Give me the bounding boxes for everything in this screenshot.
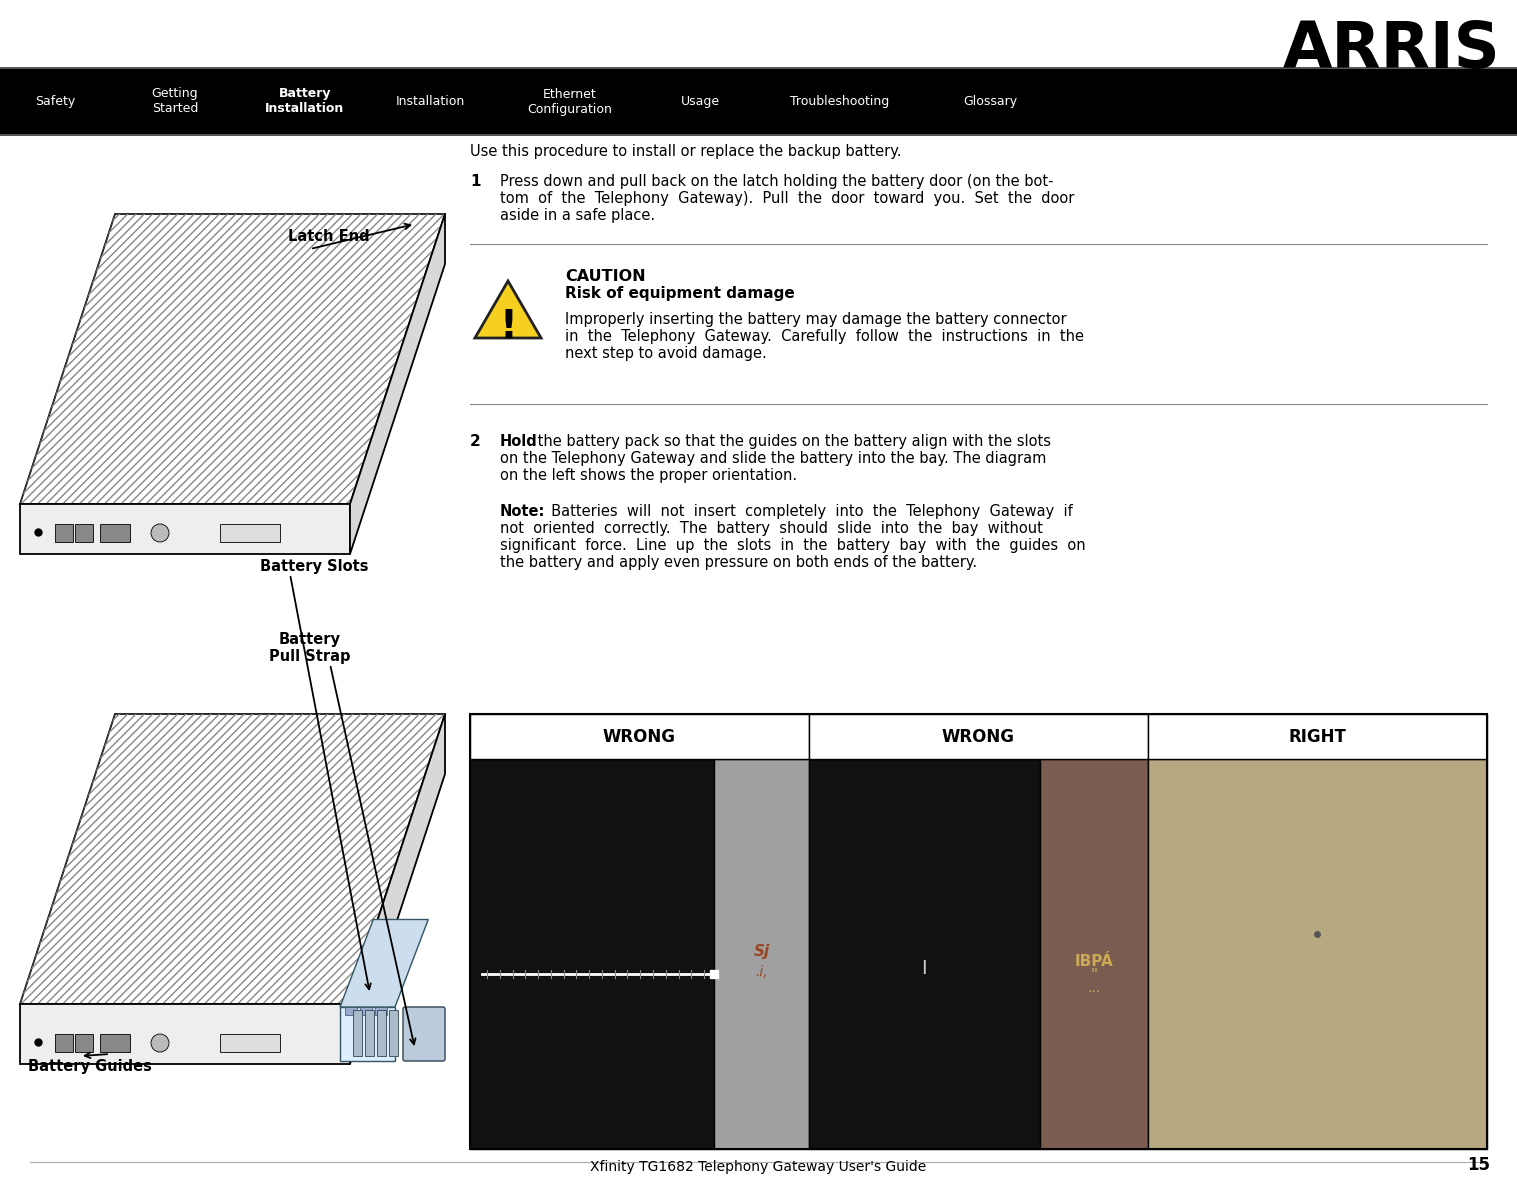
- Text: 2: 2: [470, 433, 481, 449]
- Text: Xfinity TG1682 Telephony Gateway User's Guide: Xfinity TG1682 Telephony Gateway User's …: [590, 1159, 925, 1174]
- Bar: [220, 524, 281, 542]
- Polygon shape: [20, 714, 444, 1004]
- Bar: [470, 714, 1487, 1149]
- Text: Battery
Installation: Battery Installation: [265, 88, 344, 116]
- Text: Safety: Safety: [35, 95, 76, 108]
- Text: I: I: [921, 960, 927, 978]
- Polygon shape: [20, 504, 350, 554]
- Text: ...: ...: [1088, 981, 1100, 996]
- Bar: [344, 1007, 356, 1015]
- Bar: [1148, 714, 1487, 759]
- Text: aside in a safe place.: aside in a safe place.: [501, 208, 655, 223]
- Bar: [375, 1007, 387, 1015]
- Text: 15: 15: [1467, 1156, 1490, 1174]
- Polygon shape: [350, 214, 444, 554]
- Bar: [74, 524, 93, 542]
- Text: CAUTION: CAUTION: [564, 268, 646, 284]
- Text: Hold: Hold: [501, 433, 537, 449]
- Text: Note:: Note:: [501, 504, 546, 519]
- Text: WRONG: WRONG: [602, 727, 677, 745]
- Polygon shape: [20, 214, 444, 504]
- Text: Battery
Pull Strap: Battery Pull Strap: [269, 632, 350, 663]
- Text: RIGHT: RIGHT: [1288, 727, 1347, 745]
- Text: Battery Slots: Battery Slots: [259, 559, 369, 574]
- Polygon shape: [350, 714, 444, 1064]
- Bar: [470, 714, 809, 759]
- Text: Battery Guides: Battery Guides: [27, 1060, 152, 1074]
- Text: in  the  Telephony  Gateway.  Carefully  follow  the  instructions  in  the: in the Telephony Gateway. Carefully foll…: [564, 329, 1085, 344]
- Bar: [55, 1034, 73, 1052]
- Bar: [220, 1034, 281, 1052]
- Text: Extended Battery Installation and Replacement: Extended Battery Installation and Replac…: [470, 104, 1142, 128]
- Text: the battery pack so that the guides on the battery align with the slots: the battery pack so that the guides on t…: [532, 433, 1051, 449]
- Text: !: !: [499, 308, 517, 346]
- Text: Batteries  will  not  insert  completely  into  the  Telephony  Gateway  if: Batteries will not insert completely int…: [542, 504, 1073, 519]
- Text: 1: 1: [470, 175, 481, 189]
- Text: Risk of equipment damage: Risk of equipment damage: [564, 287, 795, 301]
- Bar: [1039, 759, 1148, 1149]
- Text: next step to avoid damage.: next step to avoid damage.: [564, 346, 766, 361]
- Text: on the Telephony Gateway and slide the battery into the bay. The diagram: on the Telephony Gateway and slide the b…: [501, 452, 1047, 466]
- Text: Ethernet
Configuration: Ethernet Configuration: [528, 88, 613, 116]
- Bar: [378, 1010, 385, 1056]
- Text: tom  of  the  Telephony  Gateway).  Pull  the  door  toward  you.  Set  the  doo: tom of the Telephony Gateway). Pull the …: [501, 191, 1074, 206]
- Text: ARRIS: ARRIS: [1282, 19, 1500, 81]
- Text: on the left shows the proper orientation.: on the left shows the proper orientation…: [501, 468, 796, 483]
- Text: Press down and pull back on the latch holding the battery door (on the bot-: Press down and pull back on the latch ho…: [501, 175, 1053, 189]
- Bar: [1148, 759, 1487, 1149]
- Bar: [0, 134, 1517, 136]
- Text: IBPÁ: IBPÁ: [1074, 954, 1113, 969]
- FancyBboxPatch shape: [404, 1007, 444, 1061]
- Bar: [470, 759, 715, 1149]
- Bar: [340, 1007, 394, 1061]
- Circle shape: [152, 1034, 168, 1052]
- Text: not  oriented  correctly.  The  battery  should  slide  into  the  bay  without: not oriented correctly. The battery shou…: [501, 521, 1042, 536]
- Bar: [809, 714, 1148, 759]
- Text: ": ": [1091, 968, 1097, 982]
- Bar: [366, 1010, 375, 1056]
- Text: Installation: Installation: [396, 95, 464, 108]
- Polygon shape: [475, 281, 542, 338]
- Text: Glossary: Glossary: [963, 95, 1016, 108]
- Circle shape: [152, 524, 168, 542]
- Text: Getting
Started: Getting Started: [152, 88, 199, 116]
- Text: Use this procedure to install or replace the backup battery.: Use this procedure to install or replace…: [470, 144, 901, 159]
- Bar: [353, 1010, 363, 1056]
- Polygon shape: [20, 1004, 350, 1064]
- Bar: [388, 1010, 397, 1056]
- Text: Usage: Usage: [681, 95, 719, 108]
- Bar: [0, 67, 1517, 69]
- Bar: [715, 759, 809, 1149]
- Text: Troubleshooting: Troubleshooting: [790, 95, 889, 108]
- Text: significant  force.  Line  up  the  slots  in  the  battery  bay  with  the  gui: significant force. Line up the slots in …: [501, 538, 1086, 553]
- Text: WRONG: WRONG: [942, 727, 1015, 745]
- Text: Latch End: Latch End: [288, 229, 370, 244]
- Bar: [74, 1034, 93, 1052]
- Bar: [100, 1034, 130, 1052]
- Text: Sj: Sj: [754, 944, 769, 960]
- Text: Improperly inserting the battery may damage the battery connector: Improperly inserting the battery may dam…: [564, 312, 1066, 327]
- Bar: [100, 524, 130, 542]
- Text: the battery and apply even pressure on both ends of the battery.: the battery and apply even pressure on b…: [501, 555, 977, 569]
- Bar: [0, 69, 1517, 134]
- Bar: [360, 1007, 372, 1015]
- Bar: [809, 759, 1039, 1149]
- Bar: [55, 524, 73, 542]
- Polygon shape: [340, 920, 428, 1007]
- Text: .i,: .i,: [755, 964, 768, 979]
